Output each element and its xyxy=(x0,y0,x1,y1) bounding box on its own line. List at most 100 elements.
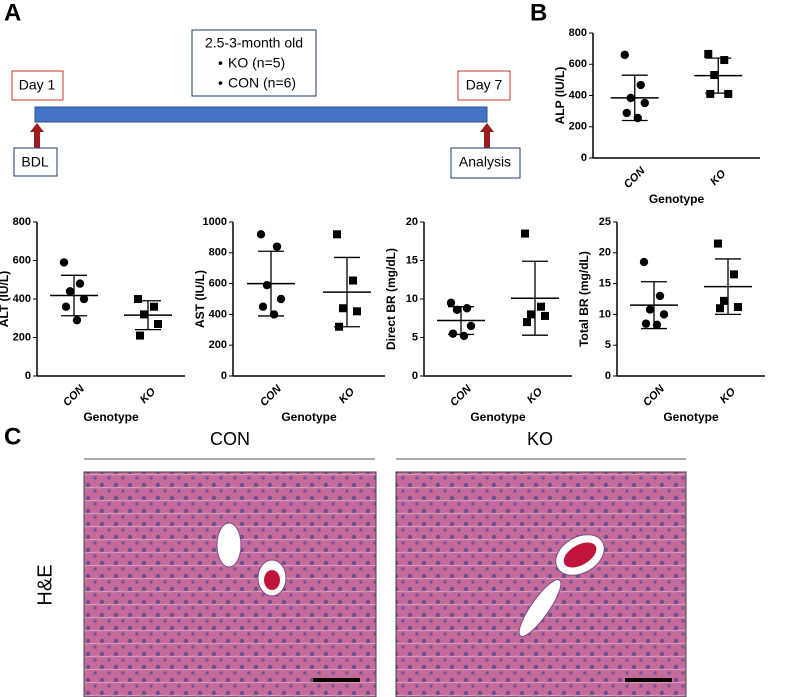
x-axis-label: Genotype xyxy=(663,410,719,424)
data-point xyxy=(256,230,266,239)
vessel xyxy=(518,579,562,637)
x-tick-label: KO xyxy=(138,386,158,406)
data-point xyxy=(639,257,649,267)
data-point xyxy=(136,331,144,340)
data-point xyxy=(527,310,535,319)
data-point xyxy=(452,305,462,314)
arrow xyxy=(30,123,44,148)
y-tick-label: 400 xyxy=(13,293,31,305)
column-label: CON xyxy=(210,429,250,449)
data-point xyxy=(734,303,742,312)
y-tick-label: 5 xyxy=(605,339,611,351)
cohort: 2.5-3-month old xyxy=(205,35,303,51)
data-point xyxy=(72,315,82,325)
y-tick-label: 200 xyxy=(569,121,587,133)
y-tick-label: 800 xyxy=(13,216,31,228)
panel-label: C xyxy=(4,423,21,450)
data-point xyxy=(335,322,343,331)
bullet: • xyxy=(218,75,223,91)
x-axis-label: Genotype xyxy=(649,192,705,206)
data-point xyxy=(269,310,279,319)
micrograph xyxy=(395,471,687,697)
data-point xyxy=(61,302,71,311)
data-point xyxy=(459,331,469,341)
data-point xyxy=(276,294,286,304)
data-point xyxy=(541,311,549,320)
y-tick-label: 0 xyxy=(25,370,31,382)
data-point xyxy=(353,307,361,316)
data-point xyxy=(150,302,158,311)
data-point xyxy=(262,280,272,290)
y-tick-label: 10 xyxy=(599,308,611,320)
data-point xyxy=(466,321,476,331)
data-point xyxy=(521,229,529,238)
data-point xyxy=(339,304,347,313)
group: CON (n=6) xyxy=(228,75,296,91)
y-axis-label: AST (IU/L) xyxy=(193,270,207,328)
data-point xyxy=(626,93,635,103)
data-point xyxy=(446,298,456,308)
y-tick-label: 0 xyxy=(605,370,611,382)
x-tick-label: CON xyxy=(448,382,475,409)
y-tick-label: 1000 xyxy=(203,216,227,228)
y-tick-label: 0 xyxy=(412,370,418,382)
data-point xyxy=(730,270,738,279)
data-point xyxy=(65,287,75,296)
end-event-box xyxy=(450,147,521,179)
data-point xyxy=(706,89,715,98)
data-point xyxy=(462,304,472,313)
data-point xyxy=(140,310,148,319)
column-label: KO xyxy=(527,429,553,449)
x-axis-label: Genotype xyxy=(470,410,526,424)
y-tick-label: 0 xyxy=(581,152,587,164)
start: Day 1 xyxy=(19,77,56,93)
data-point xyxy=(75,279,85,288)
x-tick-label: CON xyxy=(258,382,285,409)
data-point xyxy=(633,113,642,123)
y-tick-label: 5 xyxy=(412,331,418,343)
data-point xyxy=(636,80,645,90)
y-tick-label: 15 xyxy=(599,278,611,290)
y-axis-label: ALP (IU/L) xyxy=(553,67,567,125)
y-tick-label: 20 xyxy=(406,216,418,228)
x-tick-label: KO xyxy=(718,386,738,406)
data-point xyxy=(641,319,651,328)
panel-label: A xyxy=(4,0,21,26)
y-tick-label: 20 xyxy=(599,247,611,259)
data-point xyxy=(720,296,728,305)
x-tick-label: KO xyxy=(525,386,545,406)
vessel xyxy=(216,522,242,568)
start-event: BDL xyxy=(21,154,48,170)
data-point xyxy=(720,56,729,65)
x-tick-label: KO xyxy=(708,168,728,188)
x-tick-label: CON xyxy=(641,382,668,409)
data-point xyxy=(652,320,662,330)
data-point xyxy=(716,304,724,313)
data-point xyxy=(655,291,665,301)
data-point xyxy=(349,276,357,285)
end-box xyxy=(457,70,511,101)
x-axis-label: Genotype xyxy=(83,410,139,424)
data-point xyxy=(59,258,69,267)
start-event-box xyxy=(13,147,58,177)
data-point xyxy=(448,329,458,338)
y-tick-label: 600 xyxy=(209,278,227,290)
data-point xyxy=(714,239,722,248)
data-point xyxy=(258,302,268,311)
bullet: • xyxy=(218,55,223,71)
blood xyxy=(264,570,280,590)
panel-label: B xyxy=(530,0,547,26)
data-point xyxy=(710,71,719,80)
y-tick-label: 400 xyxy=(569,89,587,101)
data-point xyxy=(659,310,669,319)
micrograph xyxy=(83,471,377,697)
x-tick-label: CON xyxy=(61,382,88,409)
y-axis-label: ALT (IU/L) xyxy=(0,271,11,327)
data-point xyxy=(154,320,162,329)
cohort-box xyxy=(191,29,317,97)
y-tick-label: 25 xyxy=(599,216,611,228)
y-axis-label: Direct BR (mg/dL) xyxy=(384,248,398,350)
data-point xyxy=(640,98,649,108)
y-tick-label: 800 xyxy=(569,27,587,39)
